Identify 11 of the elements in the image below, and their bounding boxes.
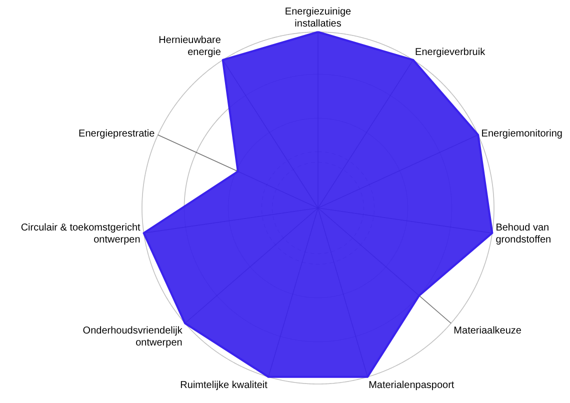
spoke-label: Energiezuinige installaties <box>284 6 352 30</box>
spoke-label: Energiemonitoring <box>481 128 562 140</box>
spoke-label: Materialenpaspoort <box>368 380 454 392</box>
spoke-label: Behoud van grondstoffen <box>496 222 552 246</box>
spoke-label: Hernieuwbare energie <box>158 34 222 58</box>
spoke-label: Energieverbruik <box>415 46 486 58</box>
spoke-label: Circulair & toekomstgericht ontwerpen <box>20 222 141 246</box>
spoke-label: Onderhoudsvriendelijk ontwerpen <box>82 326 184 349</box>
spoke-label: Materiaalkeuze <box>454 326 522 337</box>
spoke-label: Ruimtelijke kwaliteit <box>180 380 268 392</box>
spoke-label: Energieprestratie <box>78 128 156 140</box>
